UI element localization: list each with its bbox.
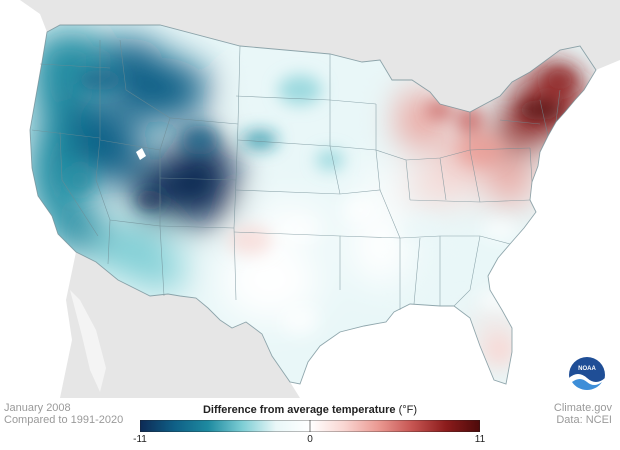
legend-unit: (°F) xyxy=(398,404,418,416)
legend-max-label: 11 xyxy=(474,434,486,445)
anomaly-texture-patch xyxy=(136,190,164,210)
legend-colorbar xyxy=(140,420,480,432)
legend-mid-label: 0 xyxy=(307,434,313,445)
legend-title-text: Difference from average temperature xyxy=(202,404,396,416)
noaa-logo-icon: NOAA xyxy=(569,357,605,394)
anomaly-texture-patch xyxy=(542,65,578,95)
anomaly-texture-patch xyxy=(346,300,374,320)
great-salt-lake xyxy=(136,148,146,160)
legend-min-label: -11 xyxy=(133,434,147,445)
anomaly-texture-patch xyxy=(342,195,378,225)
map-date: January 2008 xyxy=(4,402,71,414)
anomaly-texture-patch xyxy=(66,165,94,195)
anomaly-region-southeast xyxy=(410,242,490,298)
anomaly-texture-patch xyxy=(436,235,464,265)
temperature-anomaly-map xyxy=(0,0,620,398)
anomaly-region-texas xyxy=(220,240,320,320)
anomaly-region-mississippi-valley xyxy=(350,205,410,285)
anomaly-region-northern-rockies xyxy=(98,38,162,82)
anomaly-texture-patch xyxy=(282,305,318,335)
anomaly-texture-patch xyxy=(316,150,344,170)
anomaly-texture-patch xyxy=(398,220,442,240)
anomaly-texture-patch xyxy=(486,335,514,365)
anomaly-texture-patch xyxy=(282,220,318,240)
anomaly-region-great-basin xyxy=(65,98,115,142)
data-source: Data: NCEI xyxy=(556,414,612,426)
mexico-landmass xyxy=(60,252,300,398)
gulf-of-california xyxy=(70,290,106,392)
anomaly-region-desert-southwest xyxy=(134,250,186,290)
credit-label: Climate.gov xyxy=(553,402,612,414)
anomaly-texture-patch xyxy=(242,130,278,150)
anomaly-texture-patch xyxy=(278,75,322,105)
anomaly-region-ohio-valley xyxy=(404,167,476,203)
anomaly-texture-patch xyxy=(518,100,562,120)
anomaly-texture-patch xyxy=(228,225,272,255)
anomaly-region-california xyxy=(30,115,81,225)
noaa-logo-text: NOAA xyxy=(578,366,596,372)
anomaly-texture-patch xyxy=(182,125,218,155)
anomaly-region-central-plains xyxy=(358,171,402,199)
anomaly-texture-patch xyxy=(458,135,502,165)
legend-title: Difference from average temperature (°F) xyxy=(140,404,480,416)
state-borders xyxy=(29,24,597,385)
canada-landmass xyxy=(0,0,620,112)
anomaly-texture-patch xyxy=(482,220,518,240)
baseline-period: Compared to 1991-2020 xyxy=(4,414,124,426)
anomaly-region-mid-atlantic xyxy=(488,156,532,204)
